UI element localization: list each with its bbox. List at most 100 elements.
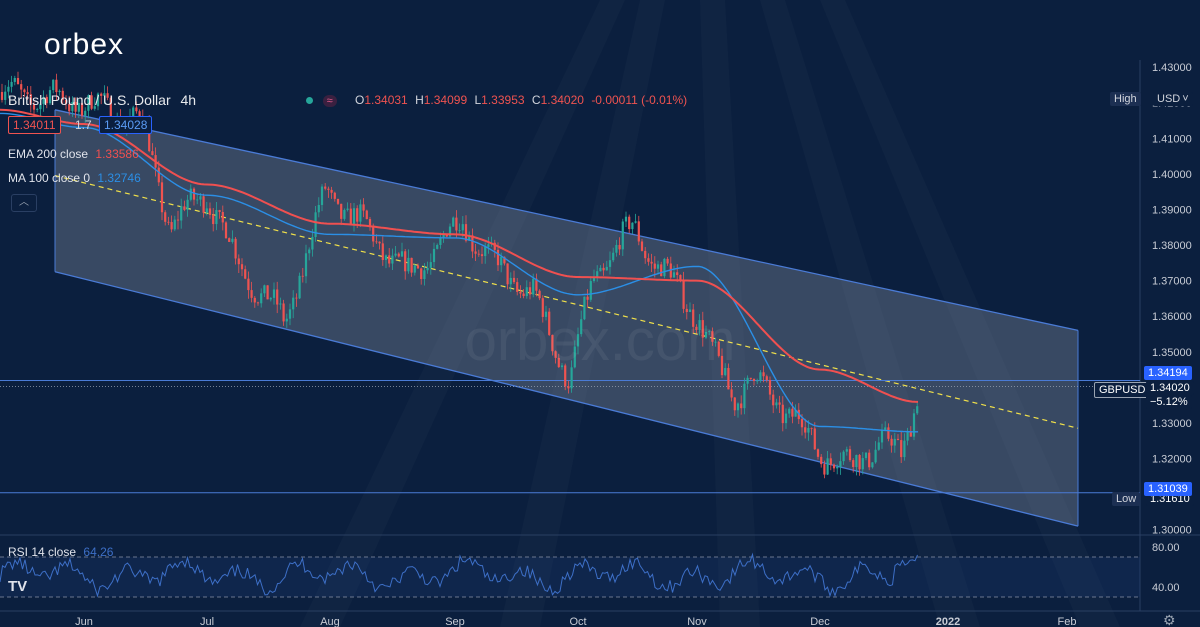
- candle: [644, 247, 647, 264]
- candle: [215, 201, 218, 231]
- candle: [516, 278, 519, 296]
- candle-body: [397, 253, 400, 257]
- candle: [826, 451, 829, 476]
- candle-body: [864, 452, 868, 459]
- candle: [880, 423, 884, 449]
- candle: [29, 86, 32, 113]
- candle: [196, 194, 199, 205]
- candle: [420, 267, 423, 285]
- candle-body: [4, 91, 7, 100]
- candle: [474, 243, 477, 261]
- candle: [615, 239, 618, 257]
- candle: [903, 433, 906, 461]
- candle: [621, 218, 624, 256]
- ma-legend[interactable]: MA 100 close 0 1.32746: [8, 171, 141, 185]
- candle-body: [378, 241, 381, 244]
- status-icons[interactable]: ≈: [306, 92, 337, 107]
- candle-body: [228, 238, 231, 242]
- candle-body: [896, 438, 900, 441]
- close-value: 1.34020: [540, 93, 584, 107]
- candle-body: [359, 204, 362, 222]
- candle-body: [183, 206, 186, 210]
- candle: [45, 94, 48, 109]
- candle-body: [557, 357, 560, 368]
- candle: [170, 215, 173, 233]
- x-tick-label: Oct: [569, 616, 586, 627]
- sell-price-button[interactable]: 1.34011: [8, 116, 61, 134]
- candle-body: [512, 277, 516, 283]
- candle: [282, 299, 285, 326]
- candle-body: [100, 93, 103, 96]
- candle-body: [688, 309, 692, 312]
- candle: [250, 281, 253, 303]
- candle-body: [666, 258, 669, 264]
- candle-body: [356, 208, 359, 222]
- candle: [218, 209, 221, 219]
- candle: [804, 418, 807, 439]
- x-tick-label: Aug: [320, 616, 340, 627]
- settings-gear-icon[interactable]: ⚙: [1163, 612, 1176, 627]
- candle: [452, 216, 455, 227]
- candle: [538, 289, 541, 301]
- candle-body: [525, 287, 528, 297]
- candle: [423, 263, 426, 286]
- candle: [317, 197, 320, 218]
- candle-body: [423, 270, 426, 280]
- candle: [820, 454, 823, 468]
- candle-body: [36, 109, 39, 110]
- candle: [544, 305, 548, 321]
- ema-legend[interactable]: EMA 200 close 1.33586: [8, 147, 139, 161]
- candle-body: [634, 221, 637, 223]
- timeframe[interactable]: 4h: [180, 92, 197, 108]
- buy-price-button[interactable]: 1.34028: [99, 116, 153, 134]
- candle: [570, 360, 573, 393]
- candle-body: [506, 263, 509, 285]
- candle-body: [442, 234, 445, 239]
- candle: [448, 223, 452, 239]
- candle: [320, 184, 324, 212]
- candle-body: [324, 186, 327, 189]
- candle: [832, 463, 836, 472]
- candle-body: [365, 210, 368, 220]
- candle-body: [842, 451, 845, 462]
- candle: [52, 79, 55, 94]
- candle-body: [880, 429, 884, 443]
- candle-body: [471, 235, 474, 252]
- candle-body: [52, 79, 55, 91]
- candle-body: [164, 212, 167, 222]
- candles: [0, 71, 919, 479]
- candle: [528, 281, 532, 300]
- candle-body: [240, 264, 244, 270]
- candle-body: [103, 93, 106, 96]
- candle: [893, 432, 896, 453]
- candle: [64, 95, 68, 110]
- candle-body: [429, 262, 432, 268]
- currency-selector[interactable]: USD ˅: [1153, 92, 1193, 106]
- candle: [576, 327, 580, 355]
- candle-body: [672, 272, 676, 278]
- candle: [87, 94, 90, 119]
- candle: [272, 282, 276, 305]
- candle-body: [448, 226, 452, 237]
- candle: [695, 324, 698, 334]
- candle: [682, 271, 685, 314]
- candle-body: [496, 249, 500, 266]
- tradingview-logo-icon[interactable]: TV: [8, 578, 34, 596]
- candle: [432, 242, 436, 268]
- candle: [628, 214, 631, 234]
- candle-body: [621, 221, 624, 250]
- low-value: 1.33953: [481, 93, 525, 107]
- candle-body: [500, 256, 503, 266]
- rsi-legend[interactable]: RSI 14 close 64.26: [8, 545, 114, 559]
- candle: [464, 215, 468, 243]
- collapse-legend-button[interactable]: ︿: [11, 194, 37, 212]
- candle-body: [912, 413, 916, 437]
- candle: [714, 337, 717, 347]
- candle: [727, 363, 730, 390]
- candle: [842, 450, 845, 465]
- candle-body: [903, 440, 906, 458]
- low-label: Low: [1112, 492, 1141, 506]
- candle: [365, 209, 368, 220]
- candle: [509, 272, 512, 292]
